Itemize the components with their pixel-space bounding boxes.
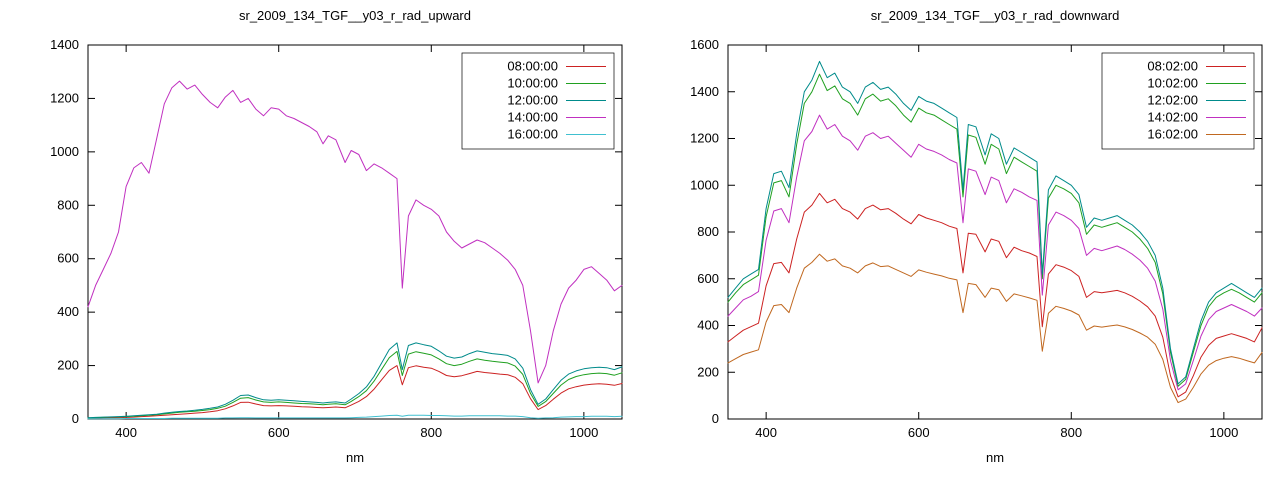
series-line-10:02:00 [727,73,1263,387]
chart-upward-title: sr_2009_134_TGF__y03_r_rad_upward [239,8,471,23]
y-tick-label: 1400 [50,37,79,52]
series-line-14:02:00 [727,114,1263,391]
x-tick-label: 600 [908,425,930,440]
y-tick-label: 200 [57,358,79,373]
legend-label: 16:00:00 [507,127,558,142]
legend-label: 10:00:00 [507,76,558,91]
chart-upward-plot: 400 600 800 1000 0 200 400 600 800 1000 1200 1400 08… [50,37,623,440]
series-line-16:02:00 [727,253,1263,404]
series-line-12:00:00 [87,342,623,419]
x-tick-label: 400 [115,425,137,440]
chart-downward: sr_2009_134_TGF__y03_r_rad_downward 400 6… [640,0,1280,480]
legend-label: 10:02:00 [1147,76,1198,91]
y-tick-label: 800 [57,197,79,212]
y-tick-label: 800 [697,224,719,239]
x-tick-label: 800 [1060,425,1082,440]
chart-downward-xaxis-label: nm [985,450,1005,465]
legend-label: 08:02:00 [1147,59,1198,74]
legend-label: 12:02:00 [1147,93,1198,108]
y-tick-label: 1000 [50,144,79,159]
y-tick-label: 1400 [690,84,719,99]
chart-upward-xaxis-label: nm [345,450,365,465]
series-line-16:00:00 [87,414,623,420]
x-tick-label: 800 [420,425,442,440]
y-tick-label: 1000 [690,177,719,192]
y-tick-label: 400 [697,318,719,333]
series-line-10:00:00 [87,350,623,419]
y-tick-label: 1200 [50,90,79,105]
y-tick-label: 600 [697,271,719,286]
series-line-12:02:00 [727,60,1263,385]
legend-label: 12:00:00 [507,93,558,108]
y-tick-label: 1600 [690,37,719,52]
chart-downward-title: sr_2009_134_TGF__y03_r_rad_downward [870,8,1120,23]
y-tick-label: 400 [57,304,79,319]
legend-label: 08:00:00 [507,59,558,74]
x-tick-label: 400 [755,425,777,440]
chart-downward-plot: 400 600 800 1000 0 200 400 600 800 1000 1200 1400 16… [690,37,1263,440]
series-line-08:02:00 [727,192,1263,398]
y-tick-label: 200 [697,364,719,379]
x-tick-label: 600 [268,425,290,440]
legend-label: 16:02:00 [1147,127,1198,142]
series-line-14:00:00 [87,80,623,384]
chart-upward: sr_2009_134_TGF__y03_r_rad_upward 400 600… [50,8,623,465]
y-tick-label: 0 [712,411,719,426]
legend-label: 14:02:00 [1147,110,1198,125]
plot-border [87,44,623,420]
x-tick-label: 1000 [569,425,598,440]
y-tick-label: 600 [57,251,79,266]
x-tick-label: 1000 [1209,425,1238,440]
legend-label: 14:00:00 [507,110,558,125]
series-line-08:00:00 [87,365,623,419]
y-tick-label: 0 [72,411,79,426]
y-tick-label: 1200 [690,131,719,146]
